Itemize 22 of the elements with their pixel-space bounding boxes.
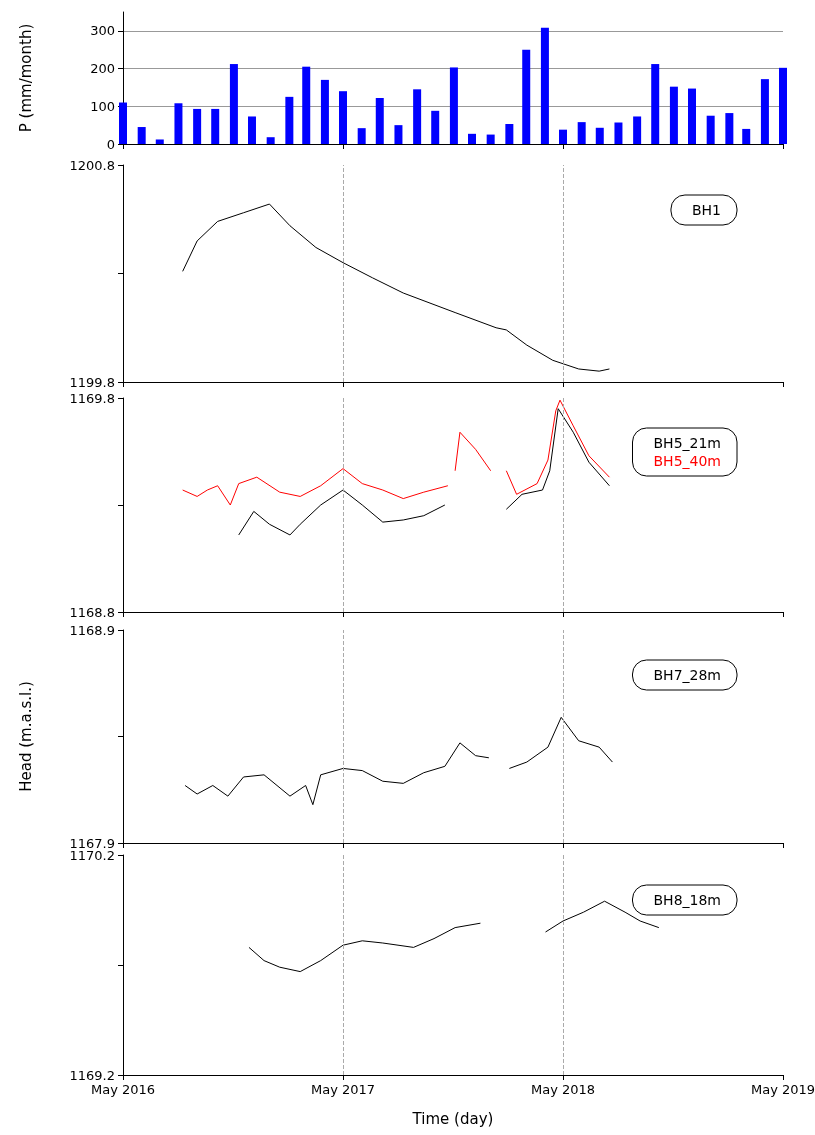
y-tick-label: 300 bbox=[90, 23, 115, 39]
x-tick-label: May 2018 bbox=[530, 1082, 596, 1097]
text: BH7_28m bbox=[653, 667, 722, 683]
x-tick-label: May 2016 bbox=[90, 1082, 156, 1097]
y-tick-label: 1199.8 bbox=[69, 374, 115, 390]
y-tick-label: 200 bbox=[90, 61, 115, 77]
series-label: BH8_18m bbox=[653, 892, 722, 908]
text: BH1 bbox=[691, 202, 722, 218]
x-tick-label: May 2019 bbox=[750, 1082, 815, 1097]
y-axis-title: P (mm/month) bbox=[16, 23, 35, 133]
x-axis-title: Time (day) bbox=[411, 1109, 494, 1128]
x-tick-label: May 2017 bbox=[310, 1082, 376, 1097]
y-tick-label: 100 bbox=[90, 98, 115, 114]
y-tick-label: 1168.9 bbox=[69, 622, 115, 638]
y-tick-label: 1168.8 bbox=[69, 604, 115, 620]
y-tick-label: 1169.2 bbox=[69, 1067, 115, 1083]
y-tick-label: 0 bbox=[106, 136, 115, 152]
y-tick-label: 1169.8 bbox=[69, 390, 115, 406]
text: BH5_40m bbox=[653, 453, 722, 469]
y-tick-label: 1200.8 bbox=[69, 157, 115, 173]
text: BH5_21m bbox=[653, 435, 722, 451]
y-axis-title: Head (m.a.s.l.) bbox=[16, 681, 35, 792]
